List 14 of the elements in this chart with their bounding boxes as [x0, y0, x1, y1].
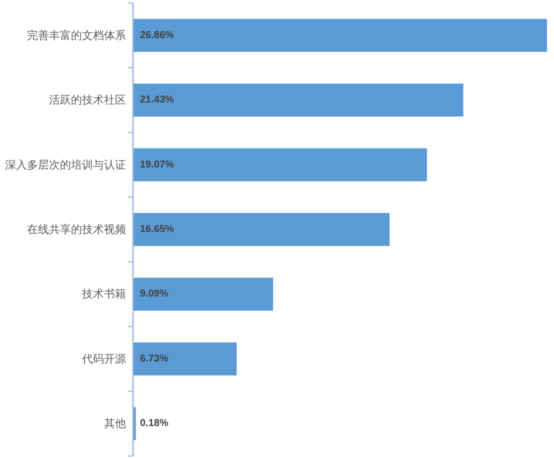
data-label: 19.07%: [140, 159, 174, 170]
data-label: 16.65%: [140, 224, 174, 235]
y-tick-label: 在线共享的技术视频: [27, 223, 126, 236]
data-label: 26.86%: [140, 30, 174, 41]
y-tick-label: 完善丰富的文档体系: [27, 28, 126, 42]
y-tick-label: 活跃的技术社区: [49, 94, 126, 107]
y-tick-label: 技术书籍: [81, 288, 126, 301]
y-tick-label: 深入多层次的培训与认证: [5, 158, 126, 172]
data-label: 6.73%: [140, 353, 168, 364]
y-tick-label: 代码开源: [81, 352, 126, 366]
data-label: 21.43%: [140, 94, 174, 106]
data-label: 9.09%: [140, 288, 168, 300]
y-tick-label: 其他: [104, 417, 126, 430]
data-label: 0.18%: [140, 418, 168, 430]
